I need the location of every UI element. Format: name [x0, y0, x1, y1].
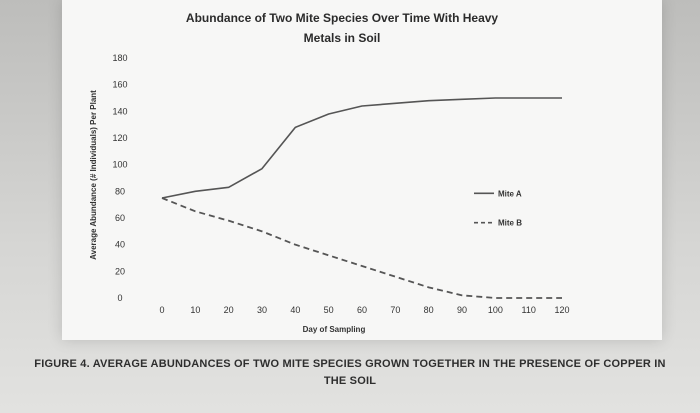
x-tick-label: 60 [357, 305, 367, 315]
y-tick-label: 80 [115, 186, 125, 196]
series-line-mite-a [161, 97, 562, 199]
x-tick-label: 20 [224, 305, 234, 315]
x-tick-label: 110 [521, 305, 535, 315]
y-tick-label: 120 [112, 133, 127, 143]
x-tick-label: 10 [190, 305, 200, 315]
x-tick-label: 80 [424, 305, 434, 315]
caption-line-2: THE SOIL [323, 375, 377, 387]
caption-line-1: FIGURE 4. AVERAGE ABUNDANCES OF TWO MITE… [34, 358, 666, 370]
figure-caption: FIGURE 4. AVERAGE ABUNDANCES OF TWO MITE… [0, 356, 700, 390]
y-tick-label: 20 [115, 266, 125, 276]
x-tick-label: 30 [257, 305, 267, 315]
chart-card: Abundance of Two Mite Species Over Time … [62, 0, 662, 340]
y-tick-label: 100 [112, 160, 127, 170]
chart-title-line-1: Abundance of Two Mite Species Over Time … [186, 11, 499, 25]
x-tick-label: 100 [488, 305, 503, 315]
x-tick-label: 40 [290, 305, 300, 315]
y-tick-label: 160 [112, 80, 127, 90]
y-tick-label: 60 [115, 213, 125, 223]
series-layer [161, 97, 562, 299]
x-tick-label: 50 [324, 305, 334, 315]
line-chart: Abundance of Two Mite Species Over Time … [89, 11, 570, 334]
x-axis-ticks: 0 10 20 30 40 50 60 70 80 90 100 110 120 [159, 305, 569, 315]
x-tick-label: 0 [159, 305, 164, 315]
y-tick-label: 40 [115, 240, 125, 250]
y-tick-label: 0 [117, 293, 122, 303]
x-tick-label: 70 [390, 305, 400, 315]
legend-label: Mite A [498, 189, 522, 198]
series-line-mite-b [161, 197, 562, 299]
chart-title-line-2: Metals in Soil [304, 31, 381, 45]
y-axis-label: Average Abundance (# Individuals) Per Pl… [89, 90, 98, 260]
y-tick-label: 180 [112, 53, 127, 63]
y-axis-ticks: 0 20 40 60 80 100 120 140 160 180 [112, 53, 127, 303]
legend: Mite A Mite B [474, 189, 522, 228]
legend-label: Mite B [498, 219, 522, 228]
x-axis-label: Day of Sampling [303, 325, 366, 334]
x-tick-label: 120 [554, 305, 569, 315]
y-tick-label: 140 [112, 106, 127, 116]
x-tick-label: 90 [457, 305, 467, 315]
